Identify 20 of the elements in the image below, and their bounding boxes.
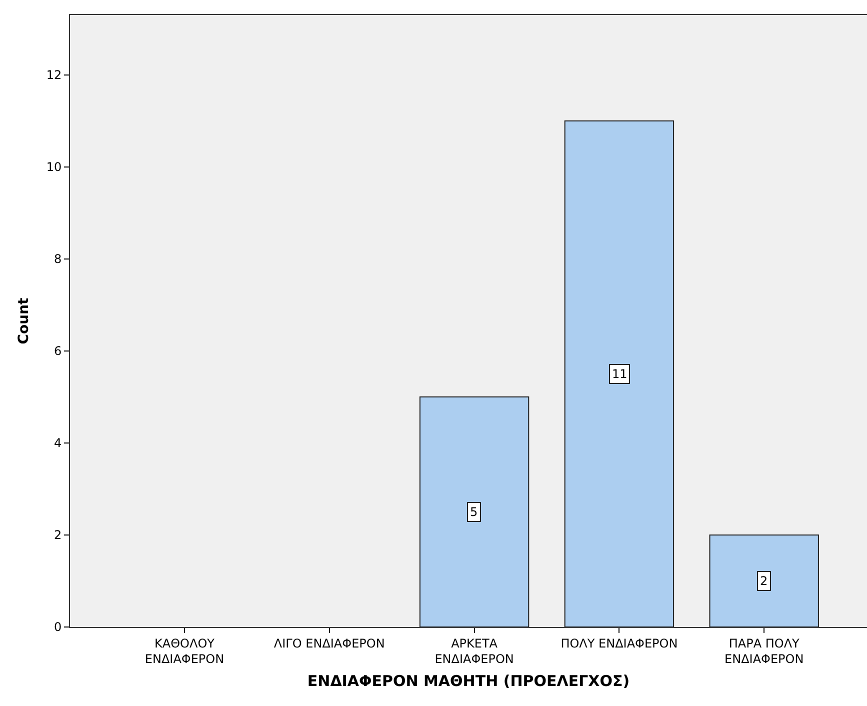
- y-tick-label: 2: [54, 528, 62, 542]
- x-tick-label: ΚΑΘΟΛΟΥ ΕΝΔΙΑΦΕΡΟΝ: [144, 636, 224, 666]
- y-tick-label: 6: [54, 344, 62, 358]
- y-tick-label: 8: [54, 252, 62, 266]
- bar: [564, 120, 674, 627]
- x-tick-label: ΑΡΚΕΤΑ ΕΝΔΙΑΦΕΡΟΝ: [434, 636, 514, 666]
- y-tick-label: 4: [54, 436, 62, 450]
- bar: [709, 534, 819, 627]
- y-tick-label: 0: [54, 620, 62, 634]
- data-label: 11: [612, 367, 628, 381]
- y-axis-title: Count: [16, 297, 32, 344]
- bar: [419, 396, 530, 627]
- data-label: 5: [470, 505, 478, 519]
- x-axis-title: ΕΝΔΙΑΦΕΡΟΝ ΜΑΘΗΤΗ (ΠΡΟΕΛΕΓΧΟΣ): [307, 672, 630, 690]
- x-tick-label: ΛΙΓΟ ΕΝΔΙΑΦΕΡΟΝ: [274, 636, 385, 650]
- y-tick-label: 12: [46, 68, 62, 82]
- data-label: 2: [760, 574, 768, 588]
- x-tick-label: ΠΑΡΑ ΠΟΛΥ ΕΝΔΙΑΦΕΡΟΝ: [724, 636, 804, 666]
- y-tick-label: 10: [46, 160, 62, 174]
- x-tick-label: ΠΟΛΥ ΕΝΔΙΑΦΕΡΟΝ: [560, 636, 678, 650]
